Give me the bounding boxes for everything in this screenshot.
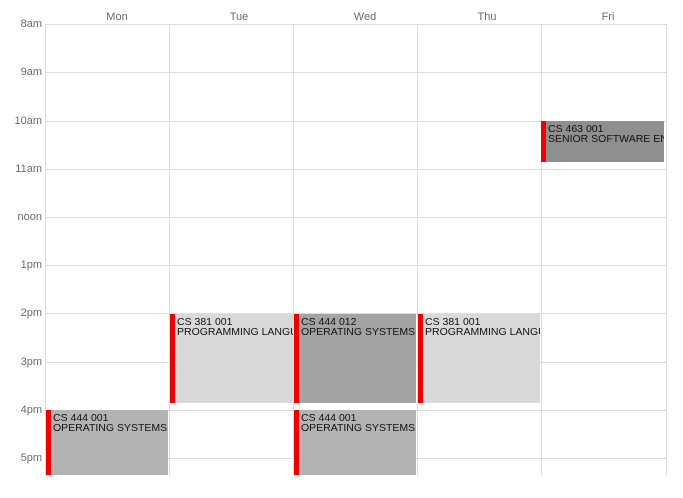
calendar-grid <box>45 24 667 475</box>
time-label-3pm: 3pm <box>20 356 42 368</box>
day-header-wed: Wed <box>353 11 377 23</box>
event-title: SENIOR SOFTWARE ENG <box>548 133 664 145</box>
hour-line <box>46 313 666 314</box>
event-cs444-001-mon[interactable]: CS 444 001 OPERATING SYSTEMS II <box>46 410 168 475</box>
event-code: CS 381 001 <box>425 316 481 328</box>
hour-line <box>46 72 666 73</box>
hour-line <box>46 217 666 218</box>
event-code: CS 381 001 <box>177 316 233 328</box>
time-label-4pm: 4pm <box>20 404 42 416</box>
hour-line <box>46 265 666 266</box>
hour-line <box>46 24 666 25</box>
time-label-8am: 8am <box>20 18 42 30</box>
day-divider <box>417 24 418 475</box>
day-divider <box>541 24 542 475</box>
day-header-mon: Mon <box>106 11 128 23</box>
event-title: OPERATING SYSTEMS II <box>53 422 168 434</box>
hour-line <box>46 121 666 122</box>
time-label-5pm: 5pm <box>20 452 42 464</box>
event-title: OPERATING SYSTEMS II <box>301 422 416 434</box>
hour-line <box>46 169 666 170</box>
day-header-thu: Thu <box>477 11 497 23</box>
event-cs444-012-wed[interactable]: CS 444 012 OPERATING SYSTEMS II <box>294 314 416 403</box>
event-cs444-001-wed[interactable]: CS 444 001 OPERATING SYSTEMS II <box>294 410 416 475</box>
day-header-tue: Tue <box>229 11 249 23</box>
event-cs381-thu[interactable]: CS 381 001 PROGRAMMING LANGU <box>418 314 540 403</box>
time-label-1pm: 1pm <box>20 259 42 271</box>
time-label-9am: 9am <box>20 66 42 78</box>
event-code: CS 463 001 <box>548 123 604 135</box>
event-cs381-tue[interactable]: CS 381 001 PROGRAMMING LANGU <box>170 314 293 403</box>
event-code: CS 444 012 <box>301 316 357 328</box>
time-label-noon: noon <box>17 211 42 223</box>
event-cs463-fri[interactable]: CS 463 001 SENIOR SOFTWARE ENG <box>541 121 664 162</box>
event-title: OPERATING SYSTEMS II <box>301 326 416 338</box>
day-header-fri: Fri <box>601 11 615 23</box>
event-code: CS 444 001 <box>301 412 357 424</box>
day-divider <box>293 24 294 475</box>
event-code: CS 444 001 <box>53 412 109 424</box>
time-label-10am: 10am <box>14 115 42 127</box>
event-title: PROGRAMMING LANGU <box>425 326 540 338</box>
day-divider <box>169 24 170 475</box>
time-label-2pm: 2pm <box>20 307 42 319</box>
event-title: PROGRAMMING LANGU <box>177 326 293 338</box>
time-label-11am: 11am <box>15 163 42 175</box>
